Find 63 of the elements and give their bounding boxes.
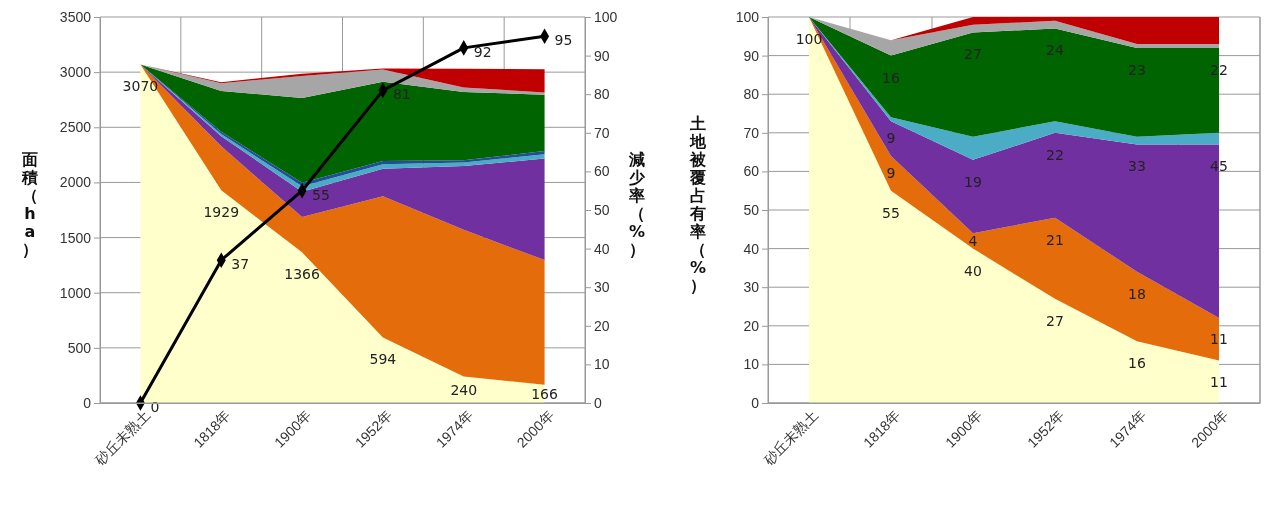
data-label: 22 — [1210, 61, 1228, 78]
data-label: 92 — [473, 43, 492, 60]
y2-tick-label: 50 — [594, 201, 610, 218]
y-tick-label: 30 — [743, 279, 760, 296]
y-tick-label: 1500 — [59, 229, 92, 246]
y2-tick-label: 0 — [594, 394, 602, 411]
data-label: 9 — [886, 130, 896, 147]
y2-tick-label: 60 — [594, 163, 610, 180]
data-label: 22 — [1046, 146, 1064, 163]
data-label: 27 — [1046, 312, 1064, 329]
data-label: 95 — [554, 32, 573, 49]
x-tick-label: 砂丘未熟土 — [759, 407, 822, 469]
data-label: 33 — [1128, 158, 1146, 175]
y2-tick-label: 70 — [594, 124, 610, 141]
y2-axis-title: 減少率（%） — [628, 150, 646, 259]
data-label: 240 — [450, 381, 478, 398]
data-label: 11 — [1210, 331, 1228, 348]
data-label: 24 — [1046, 42, 1064, 59]
y-tick-label: 2000 — [59, 174, 92, 191]
y2-tick-label: 40 — [594, 240, 610, 257]
y-tick-label: 2500 — [59, 119, 92, 136]
y-tick-label: 0 — [751, 394, 760, 411]
data-label: 37 — [231, 256, 250, 273]
y-tick-label: 500 — [67, 339, 92, 356]
y2-tick-label: 80 — [594, 86, 610, 103]
y-tick-label: 3500 — [59, 8, 92, 25]
y-tick-label: 80 — [743, 86, 760, 103]
data-label: 81 — [392, 86, 411, 103]
data-label: 594 — [369, 351, 397, 368]
y-tick-label: 70 — [743, 124, 760, 141]
y-tick-label: 90 — [743, 47, 760, 64]
data-label: 19 — [964, 173, 982, 190]
data-label: 16 — [882, 69, 900, 86]
data-label: 166 — [531, 385, 559, 402]
y-tick-label: 10 — [743, 356, 760, 373]
y2-tick-label: 90 — [594, 47, 610, 64]
data-label: 9 — [886, 165, 896, 182]
y-tick-label: 60 — [743, 163, 760, 180]
data-label: 55 — [882, 204, 900, 221]
y-tick-label: 0 — [83, 394, 92, 411]
data-label: 18 — [1128, 285, 1146, 302]
y-axis-title: 面積（ha） — [21, 150, 38, 259]
y-tick-label: 3000 — [59, 64, 92, 81]
y2-tick-label: 100 — [594, 8, 618, 25]
y-tick-label: 20 — [743, 317, 760, 334]
y2-tick-label: 20 — [594, 317, 610, 334]
y-tick-label: 50 — [743, 201, 760, 218]
text: 土地被覆占有率（%） — [689, 114, 707, 295]
data-label: 1366 — [284, 266, 320, 283]
data-label: 40 — [964, 262, 982, 279]
data-label: 16 — [1128, 355, 1146, 372]
data-label: 21 — [1046, 231, 1064, 248]
y-tick-label: 100 — [735, 8, 760, 25]
y2-tick-label: 30 — [594, 279, 610, 296]
y-tick-label: 40 — [743, 240, 760, 257]
y-tick-label: 1000 — [59, 284, 92, 301]
data-label: 23 — [1128, 61, 1146, 78]
data-label: 4 — [968, 232, 978, 249]
data-label: 55 — [312, 186, 330, 203]
data-label: 11 — [1210, 373, 1228, 390]
y2-tick-label: 10 — [594, 356, 610, 373]
data-label: 27 — [964, 46, 982, 63]
data-label: 1929 — [203, 204, 240, 221]
